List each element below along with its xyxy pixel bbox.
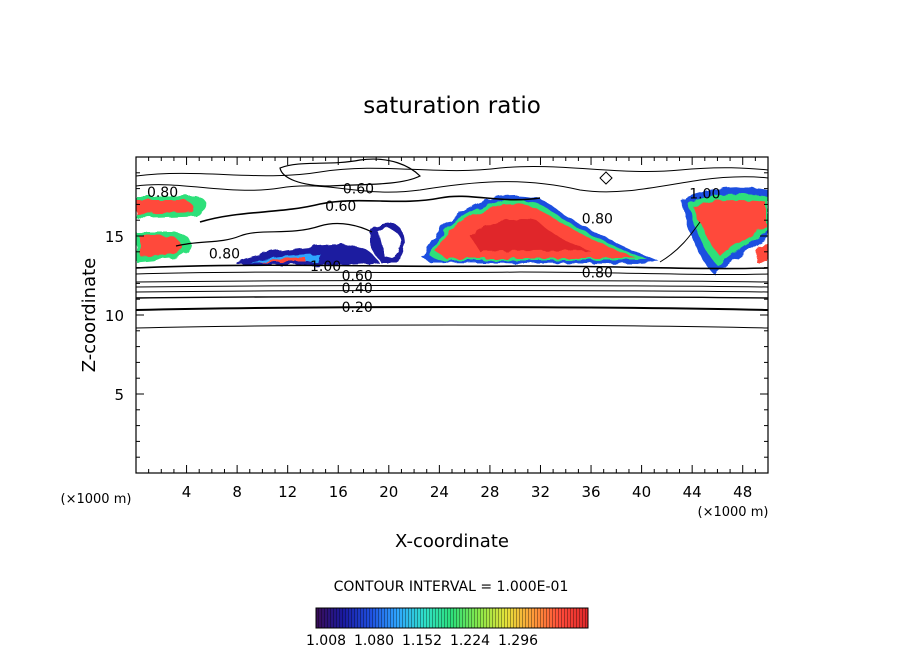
z-tick-label: 5 (114, 386, 124, 404)
contour-label: 0.80 (209, 246, 240, 262)
colorbar-tick-label: 1.080 (354, 633, 394, 649)
x-tick-label: 32 (531, 483, 550, 501)
supersaturated-regions (136, 187, 768, 276)
x-tick-label: 40 (632, 483, 651, 501)
contour-interval-text: CONTOUR INTERVAL = 1.000E-01 (334, 579, 569, 595)
contour-label: 0.80 (582, 265, 613, 281)
z-tick-label: 10 (105, 307, 124, 325)
colorbar-ticks: 1.008 1.080 1.152 1.224 1.296 (306, 633, 538, 649)
plot-axes (135, 156, 769, 474)
x-tick-label: 24 (430, 483, 449, 501)
z-unit-label: (×1000 m) (61, 492, 132, 507)
contour-label: 0.80 (582, 212, 613, 228)
colorbar-tick-label: 1.224 (450, 633, 490, 649)
x-tick-label: 20 (379, 483, 398, 501)
contour-label: 1.00 (689, 186, 720, 202)
contour-label: 0.60 (342, 269, 373, 285)
contour-label: 1.00 (310, 259, 341, 275)
z-tick-label: 15 (105, 228, 124, 246)
contour-lines (136, 158, 768, 329)
x-tick-label: 44 (683, 483, 702, 501)
x-tick-label: 12 (278, 483, 297, 501)
contour-label: 0.60 (343, 182, 374, 198)
x-tick-label: 16 (329, 483, 348, 501)
x-unit-label: (×1000 m) (698, 505, 769, 520)
contour-label: 0.40 (342, 281, 373, 297)
colorbar (315, 607, 589, 629)
contour-label: 0.20 (342, 300, 373, 316)
contour-label: 0.60 (325, 199, 356, 215)
plot-frame (135, 156, 769, 474)
x-axis-label: X-coordinate (395, 531, 509, 552)
colorbar-tick-label: 1.152 (402, 633, 442, 649)
x-tick-label: 8 (232, 483, 242, 501)
chart-title: saturation ratio (363, 93, 541, 119)
x-tick-label: 48 (733, 483, 752, 501)
colorbar-tick-label: 1.008 (306, 633, 346, 649)
x-tick-label: 36 (581, 483, 600, 501)
colorbar-tick-label: 1.296 (498, 633, 538, 649)
z-axis-ticks: 5 10 15 (105, 172, 768, 458)
x-axis-ticks: 4 8 12 16 20 24 28 32 36 40 44 48 (148, 157, 756, 501)
z-axis-label: Z-coordinate (79, 258, 100, 373)
contour-labels: 0.600.600.800.800.800.801.001.000.600.40… (147, 182, 720, 317)
contour-label: 0.80 (147, 185, 178, 201)
x-tick-label: 28 (480, 483, 499, 501)
x-tick-label: 4 (182, 483, 192, 501)
